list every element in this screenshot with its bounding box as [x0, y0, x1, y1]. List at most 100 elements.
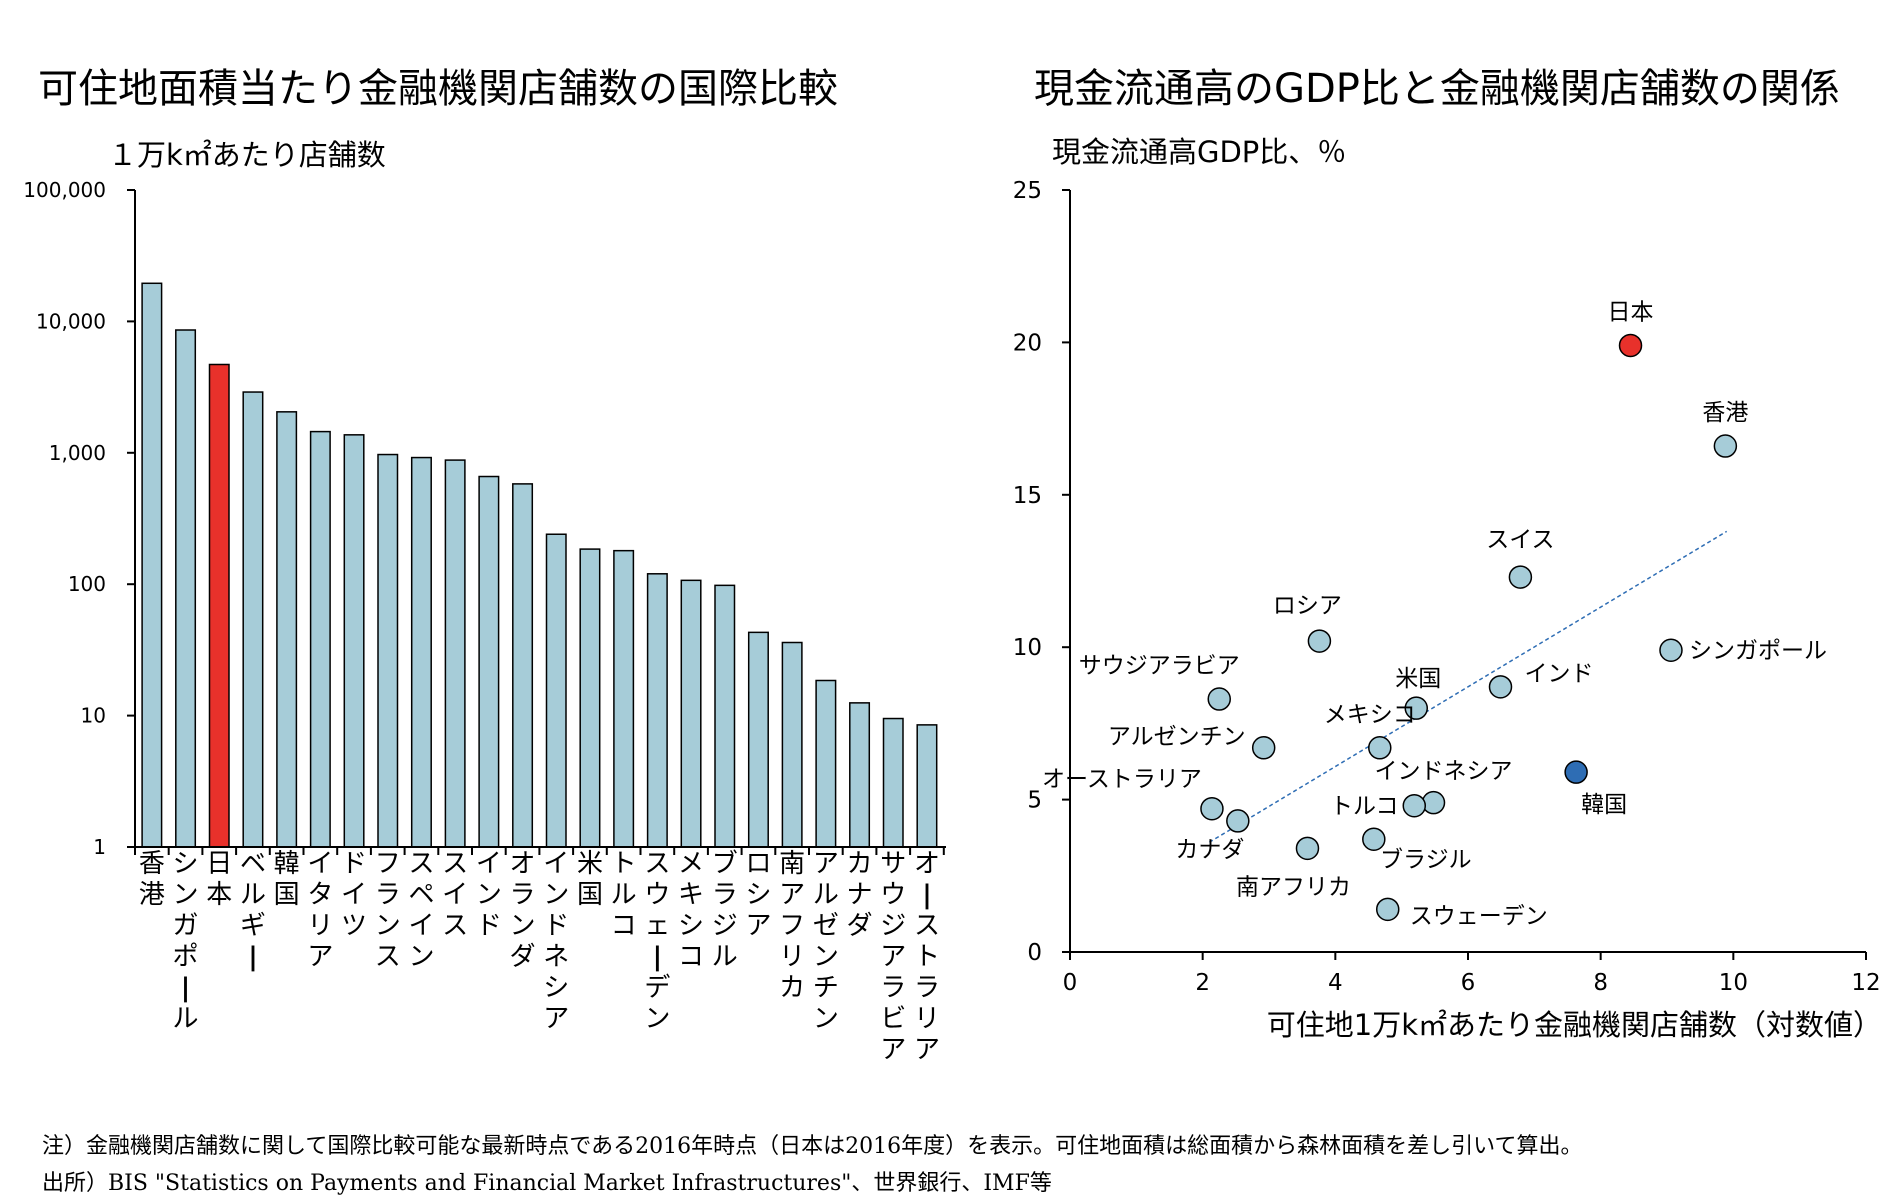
- scatter-chart-y-unit: 現金流通高GDP比、％: [1052, 135, 1346, 169]
- scatter-x-tick-label: 2: [1195, 970, 1210, 996]
- scatter-point: [1207, 687, 1231, 711]
- bar-category-label: ドイツ: [341, 849, 367, 941]
- bar-category-label: オ|ストラリア: [914, 849, 940, 1065]
- bar-category-label: 日本: [206, 849, 232, 910]
- bar: [613, 549, 635, 848]
- bar-chart-y-unit: １万k㎡あたり店舗数: [108, 138, 386, 172]
- bar-category-label: トルコ: [611, 849, 637, 941]
- scatter-point: [1659, 638, 1683, 662]
- scatter-point: [1226, 809, 1250, 833]
- bar-category-label: 南アフリカ: [779, 849, 805, 1003]
- scatter-point: [1488, 675, 1513, 699]
- bar-category-label: インド: [476, 849, 502, 941]
- bar-category-label: ロシア: [745, 849, 771, 941]
- scatter-chart-x-axis-ticks: 0 2 4 6 8 10 12: [1063, 952, 1881, 996]
- scatter-point: [1368, 736, 1392, 760]
- scatter-point-label: 米国: [1395, 666, 1441, 692]
- bar: [747, 631, 769, 848]
- bar: [781, 641, 803, 848]
- bar-y-tick-label: 1: [93, 835, 106, 859]
- bar: [545, 533, 567, 848]
- bar-y-tick-label: 1,000: [49, 441, 106, 465]
- bar-y-tick-label: 100,000: [23, 178, 106, 202]
- scatter-chart-x-label: 可住地1万k㎡あたり金融機関店舗数（対数値）: [1267, 1008, 1882, 1042]
- bar: [208, 363, 230, 848]
- scatter-chart-title: 現金流通高のGDP比と金融機関店舗数の関係: [1034, 66, 1840, 112]
- bar-category-label: サウジアラビア: [880, 849, 906, 1065]
- scatter-point: [1402, 793, 1427, 818]
- bar-category-label: アルゼンチン: [813, 849, 839, 1034]
- scatter-point-label: オーストラリア: [1042, 767, 1202, 793]
- bar: [680, 579, 702, 848]
- scatter-point-label: インド: [1525, 661, 1594, 687]
- bar: [410, 456, 432, 848]
- scatter-point: [1508, 565, 1533, 589]
- scatter-point: [1295, 836, 1320, 861]
- bar: [141, 282, 163, 848]
- bar: [343, 434, 365, 848]
- bar: [579, 548, 601, 848]
- bar: [714, 584, 736, 848]
- bar-y-tick-label: 10: [81, 704, 106, 728]
- bar-category-label: 韓国: [274, 849, 300, 910]
- scatter-point-label: ロシア: [1273, 593, 1342, 619]
- scatter-point: [1307, 629, 1332, 653]
- scatter-point: [1362, 827, 1386, 851]
- scatter-point: [1404, 696, 1429, 720]
- scatter-y-tick-label: 10: [1013, 635, 1042, 661]
- scatter-point-label: アルゼンチン: [1108, 724, 1246, 750]
- bar-category-label: シンガポ|ル: [173, 849, 199, 1034]
- scatter-point: [1200, 796, 1224, 821]
- bar-category-label: メキシコ: [678, 849, 704, 972]
- scatter-point-label: スイス: [1486, 527, 1554, 553]
- bar: [882, 717, 904, 848]
- bar-category-label: オランダ: [510, 849, 536, 972]
- scatter-y-tick-label: 0: [1027, 940, 1042, 966]
- bar-category-label: インドネシア: [543, 849, 569, 1034]
- scatter-point: [1251, 736, 1276, 760]
- bar: [849, 702, 871, 848]
- scatter-point-label: シンガポール: [1689, 638, 1827, 664]
- bar: [175, 329, 197, 848]
- scatter-y-tick-label: 20: [1013, 330, 1042, 356]
- bar-category-label: 米国: [577, 849, 603, 910]
- bar-category-label: フランス: [375, 849, 401, 972]
- scatter-x-tick-label: 10: [1719, 970, 1748, 996]
- bar: [377, 453, 399, 848]
- trendline: [1208, 530, 1728, 843]
- scatter-point-label: スウェーデン: [1410, 903, 1548, 929]
- scatter-point-label: トルコ: [1330, 794, 1399, 820]
- scatter-chart-y-axis-ticks: 0 5 10 15 20 25: [1013, 178, 1070, 966]
- scatter-point-label: サウジアラビア: [1079, 653, 1240, 679]
- scatter-x-tick-label: 8: [1593, 970, 1608, 996]
- bar-category-label: 香港: [139, 849, 165, 910]
- scatter-y-tick-label: 25: [1013, 178, 1042, 204]
- bar-chart-bars: [134, 282, 945, 855]
- scatter-y-tick-label: 15: [1013, 483, 1042, 509]
- bar-chart-y-axis-ticks: 1 10 100 1,000 10,000 100,000: [23, 178, 135, 859]
- footnote-source: 出所）BIS "Statistics on Payments and Finan…: [42, 1171, 1052, 1196]
- bar-y-tick-label: 100: [68, 572, 106, 596]
- bar-category-label: イタリア: [307, 849, 333, 972]
- bar: [646, 573, 668, 848]
- bar-category-label: ベルギ|: [240, 849, 266, 972]
- scatter-point-label: ブラジル: [1380, 847, 1472, 873]
- scatter-point: [1618, 333, 1643, 358]
- scatter-x-tick-label: 12: [1851, 970, 1880, 996]
- scatter-point-label: メキシコ: [1324, 702, 1416, 728]
- bar: [815, 679, 837, 848]
- scatter-y-tick-label: 5: [1027, 788, 1042, 814]
- bar: [309, 430, 331, 848]
- scatter-point-label: 香港: [1702, 400, 1748, 426]
- scatter-point-label: 南アフリカ: [1236, 874, 1351, 900]
- bar-y-tick-label: 10,000: [36, 309, 106, 333]
- scatter-point-label: 日本: [1608, 299, 1654, 325]
- bar-category-label: スペイン: [408, 849, 434, 972]
- bar: [916, 724, 938, 848]
- bar: [242, 391, 264, 848]
- scatter-point: [1375, 897, 1400, 922]
- bar: [444, 459, 466, 848]
- scatter-point-label: 韓国: [1581, 792, 1627, 818]
- scatter-point: [1713, 434, 1738, 458]
